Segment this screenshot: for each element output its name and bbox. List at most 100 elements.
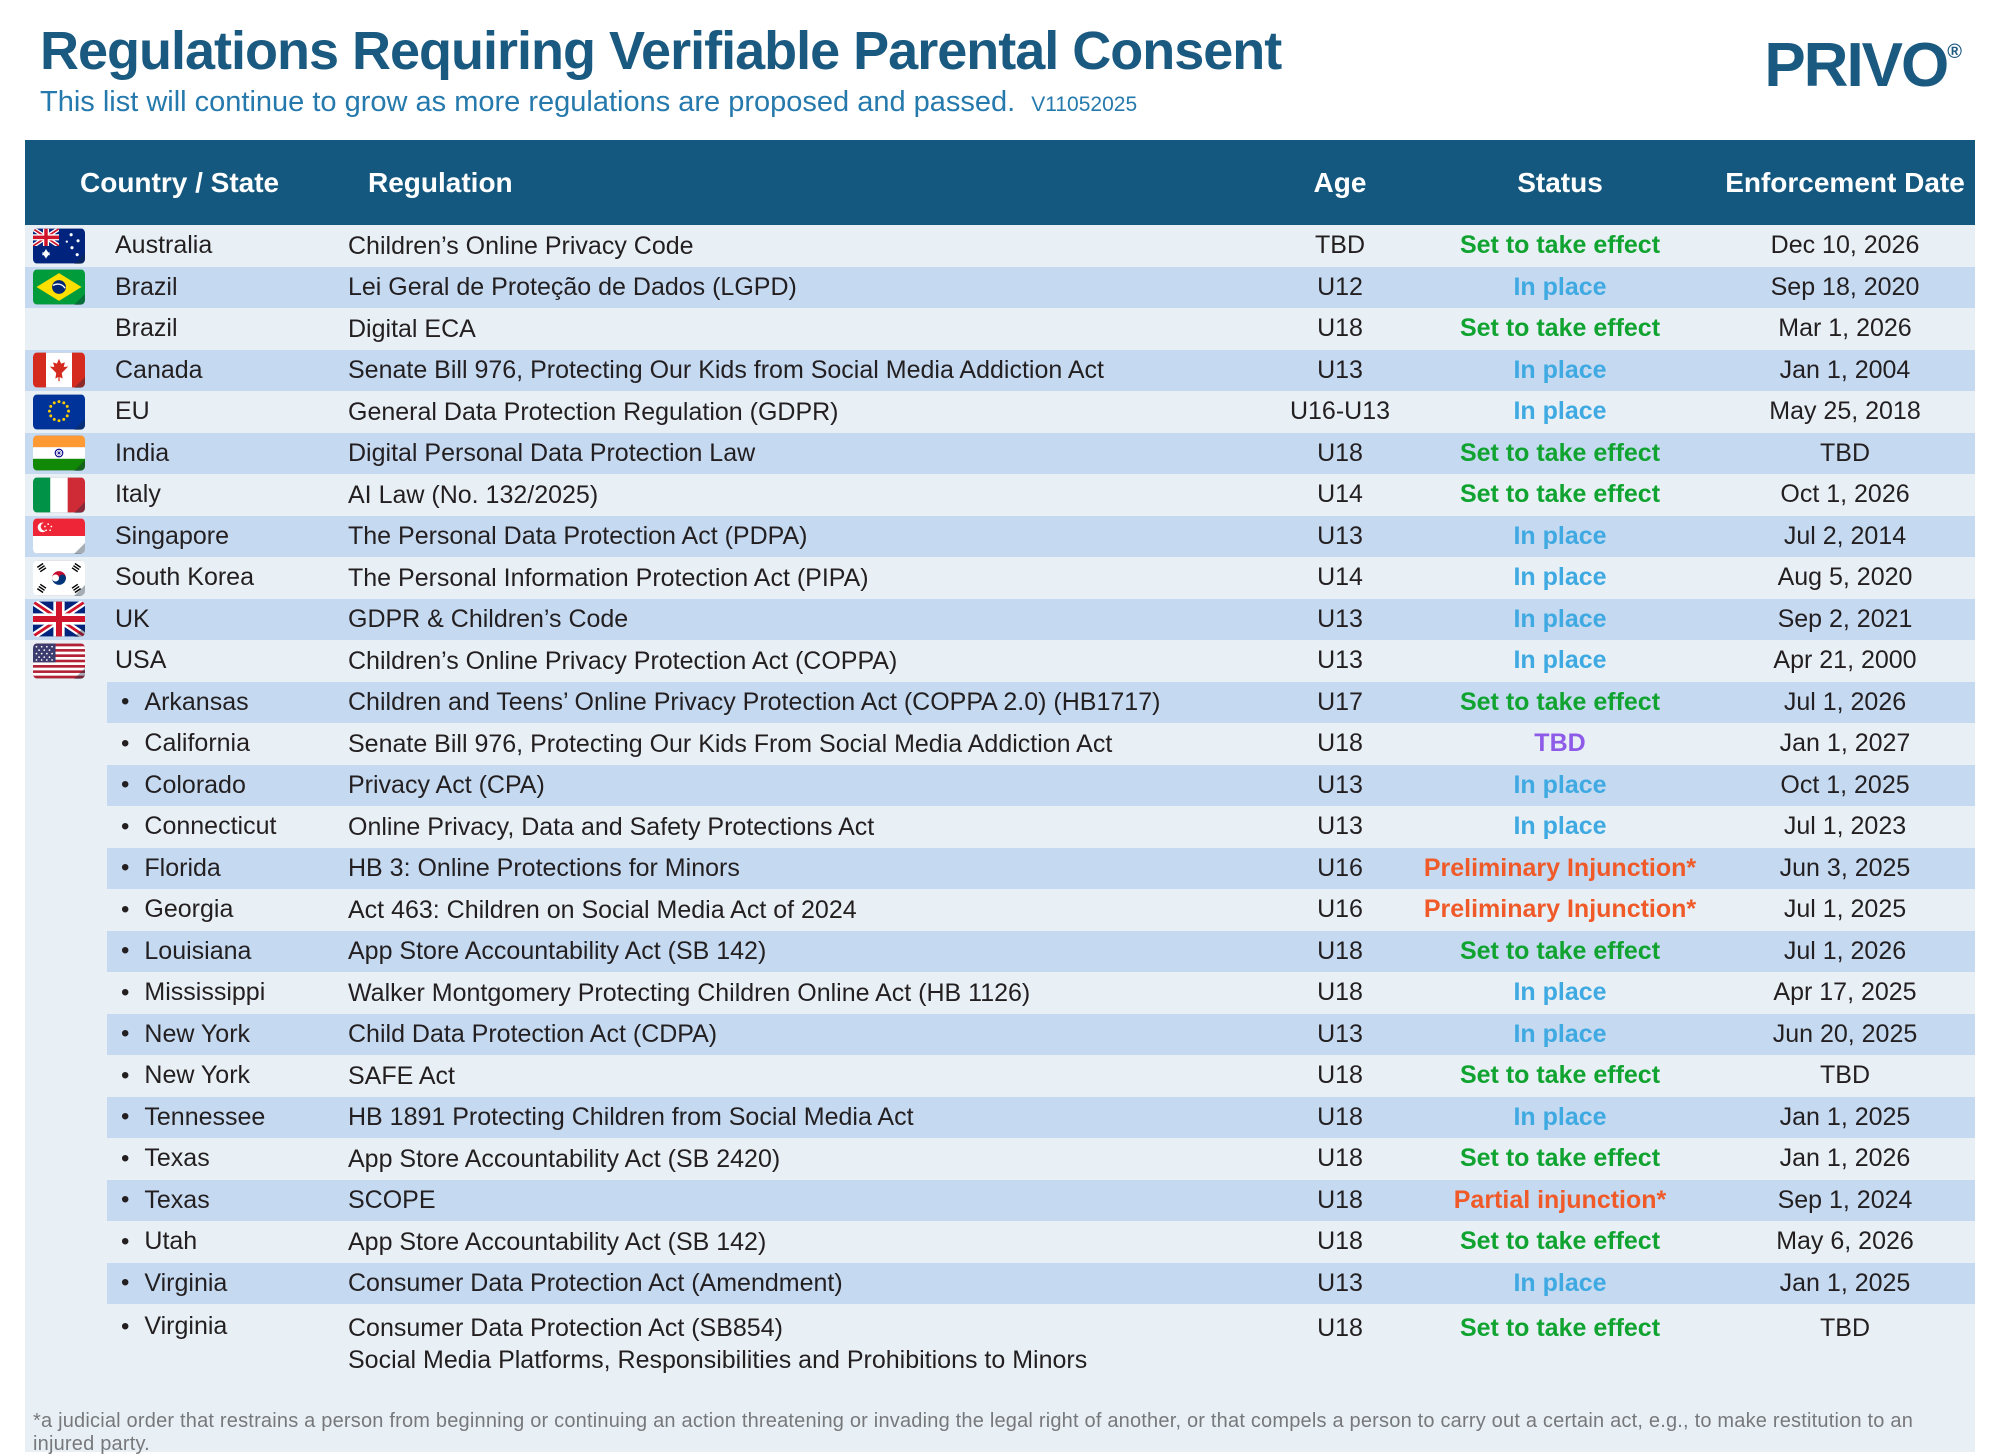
age-cell: U13 (1317, 1268, 1363, 1297)
date-cell: TBD (1820, 1061, 1870, 1090)
status-cell: In place (1513, 355, 1607, 384)
country-state-label: New York (144, 1061, 251, 1090)
page-subtitle: This list will continue to grow as more … (40, 86, 1016, 119)
country-state-cell: • New York (115, 1061, 340, 1090)
country-state-cell: South Korea (115, 563, 340, 592)
bullet-icon: • (121, 812, 130, 840)
flag-cell (25, 435, 115, 472)
flag-cell (25, 228, 115, 264)
regulation-line1: Act 463: Children on Social Media Act of… (348, 895, 857, 924)
age-cell: U12 (1317, 272, 1363, 301)
bullet-icon: • (121, 1186, 130, 1214)
table-row: UK GDPR & Children’s Code U13 In place Sep 2… (25, 598, 1975, 640)
age-cell: U18 (1317, 729, 1363, 758)
bullet-icon: • (121, 1312, 130, 1340)
subtitle-row: This list will continue to grow as more … (40, 86, 1281, 119)
title-block: Regulations Requiring Verifiable Parenta… (40, 22, 1282, 119)
age-cell: U13 (1317, 521, 1363, 550)
age-cell: U13 (1317, 770, 1363, 799)
regulation-line1: GDPR & Children’s Code (348, 605, 629, 634)
regulation-cell: Children and Teens’ Online Privacy Prote… (340, 686, 1275, 718)
date-cell: Apr 17, 2025 (1773, 978, 1917, 1007)
table-row: Singapore The Personal Data Protection Ac… (25, 515, 1975, 557)
regulation-line1: Walker Montgomery Protecting Children On… (348, 978, 1031, 1007)
regulation-cell: Digital ECA (340, 313, 1275, 345)
date-cell: Jan 1, 2027 (1779, 729, 1911, 758)
table-row: USA Children’s Online Privacy Protection … (25, 640, 1975, 682)
date-cell: Jan 1, 2004 (1779, 355, 1911, 384)
age-cell: U18 (1317, 978, 1363, 1007)
country-state-label: Singapore (115, 521, 229, 550)
table-row: • Georgia Act 463: Children on Social Medi… (25, 889, 1975, 931)
age-cell: U14 (1317, 480, 1363, 509)
country-state-cell: Italy (115, 480, 340, 509)
date-cell: Jan 1, 2025 (1779, 1102, 1911, 1131)
country-state-cell: • Connecticut (115, 812, 340, 841)
country-state-cell: EU (115, 397, 340, 426)
age-cell: U14 (1317, 563, 1363, 592)
status-cell: In place (1513, 812, 1607, 841)
date-cell: TBD (1820, 438, 1870, 467)
country-state-cell: India (115, 439, 340, 468)
table-body: Australia Children’s Online Privacy Code T… (25, 225, 1975, 1452)
table-row: • Connecticut Online Privacy, Data and Saf… (25, 806, 1975, 848)
usa-flag-icon (33, 643, 85, 679)
country-state-cell: • Georgia (115, 895, 340, 924)
regulation-cell: General Data Protection Regulation (GDPR… (340, 396, 1275, 428)
table-row: India Digital Personal Data Protection La… (25, 432, 1975, 474)
country-state-label: New York (144, 1019, 251, 1048)
table-row: Italy AI Law (No. 132/2025) U14 Set to take… (25, 474, 1975, 516)
regulation-cell: HB 3: Online Protections for Minors (340, 852, 1275, 884)
status-cell: Set to take effect (1459, 480, 1661, 509)
country-state-cell: Singapore (115, 522, 340, 551)
regulation-line1: App Store Accountability Act (SB 2420) (348, 1144, 781, 1173)
table-row: South Korea The Personal Information Prot… (25, 557, 1975, 599)
country-state-cell: • Virginia (115, 1309, 340, 1341)
canada-flag-icon (33, 352, 85, 389)
bullet-icon: • (121, 1269, 130, 1297)
age-cell: U13 (1317, 604, 1363, 633)
date-cell: Jul 1, 2025 (1783, 895, 1907, 924)
india-flag-icon (33, 435, 85, 472)
country-state-cell: • Tennessee (115, 1103, 340, 1132)
status-cell: In place (1513, 770, 1607, 799)
country-state-label: India (115, 438, 170, 467)
age-cell: U18 (1317, 314, 1363, 343)
status-cell: Set to take effect (1459, 231, 1661, 260)
date-cell: Jun 3, 2025 (1779, 853, 1911, 882)
country-state-cell: Brazil (115, 314, 340, 343)
country-state-label: South Korea (115, 563, 254, 592)
country-state-label: USA (115, 646, 167, 675)
regulation-line1: HB 3: Online Protections for Minors (348, 854, 740, 883)
regulation-line1: SCOPE (348, 1186, 436, 1215)
uk-flag-icon (33, 601, 85, 638)
date-cell: Dec 10, 2026 (1770, 231, 1920, 260)
bullet-icon: • (121, 1144, 130, 1172)
regulation-line1: App Store Accountability Act (SB 142) (348, 937, 767, 966)
age-cell: U18 (1317, 1314, 1363, 1342)
regulation-cell: HB 1891 Protecting Children from Social … (340, 1101, 1275, 1133)
country-state-cell: Canada (115, 356, 340, 385)
country-state-label: Utah (144, 1227, 198, 1256)
bullet-icon: • (121, 937, 130, 965)
status-cell: Set to take effect (1459, 1144, 1661, 1173)
country-state-label: Texas (144, 1185, 210, 1214)
date-cell: May 25, 2018 (1769, 397, 1921, 426)
status-cell: Preliminary Injunction* (1423, 895, 1697, 924)
status-cell: In place (1513, 978, 1607, 1007)
regulation-line1: Senate Bill 976, Protecting Our Kids fro… (348, 356, 1104, 385)
age-cell: U18 (1317, 1102, 1363, 1131)
regulation-line1: Lei Geral de Proteção de Dados (LGPD) (348, 273, 797, 302)
table-row: Canada Senate Bill 976, Protecting Our Ki… (25, 349, 1975, 391)
date-cell: Jul 1, 2026 (1783, 936, 1907, 965)
age-cell: U18 (1317, 936, 1363, 965)
regulation-line1: Child Data Protection Act (CDPA) (348, 1020, 718, 1049)
date-cell: Sep 2, 2021 (1777, 604, 1913, 633)
bullet-icon: • (121, 895, 130, 923)
bullet-icon: • (121, 1103, 130, 1131)
country-state-label: Arkansas (144, 687, 249, 716)
regulation-line1: SAFE Act (348, 1061, 455, 1090)
date-cell: Jun 20, 2025 (1772, 1019, 1918, 1048)
italy-flag-icon (33, 477, 85, 513)
status-cell: Set to take effect (1459, 936, 1661, 965)
